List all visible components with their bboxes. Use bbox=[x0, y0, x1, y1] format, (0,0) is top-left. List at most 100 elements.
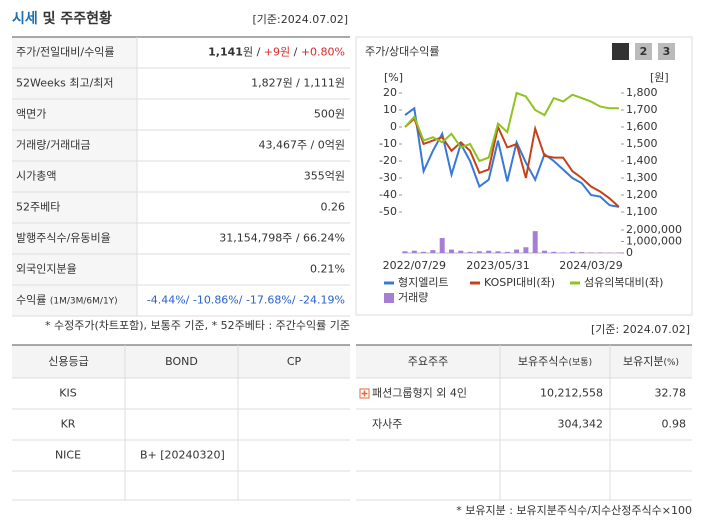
row-label-part: 액면가 bbox=[16, 108, 46, 121]
date: [기준: 2024.07.02] bbox=[591, 323, 690, 336]
row-value-part: 원 / bbox=[243, 46, 264, 59]
legend-label: 섬유의복대비(좌) bbox=[584, 276, 663, 289]
row-label: 시가총액 bbox=[16, 170, 56, 183]
volume-bar bbox=[569, 251, 575, 253]
volume-bar bbox=[467, 251, 473, 253]
expand-icon-plus bbox=[361, 390, 368, 397]
volume-bar bbox=[514, 249, 520, 253]
row-value: 355억원 bbox=[304, 170, 345, 183]
y2-tick-label: 1,100 bbox=[626, 205, 658, 218]
row-value-part: 0.26 bbox=[321, 201, 346, 214]
volume-tick-label: 0 bbox=[626, 246, 633, 259]
volume-bar bbox=[439, 238, 445, 253]
title-main: 시세 bbox=[12, 11, 38, 27]
cell: 패션그룹형지 외 4인 bbox=[372, 387, 467, 400]
date: [기준:2024.07.02] bbox=[252, 13, 348, 26]
y2-tick-label: 1,400 bbox=[626, 154, 658, 167]
volume-bar bbox=[411, 250, 417, 253]
row-label: 거래량/거래대금 bbox=[16, 139, 91, 152]
cell: KIS bbox=[59, 387, 76, 400]
row-value: 0.21% bbox=[310, 263, 345, 276]
cell: 10,212,558 bbox=[540, 387, 603, 400]
row-value: 0.26 bbox=[321, 201, 346, 214]
x-tick-label: 2022/07/29 bbox=[383, 259, 446, 272]
volume-tick-label: 1,000,000 bbox=[626, 235, 682, 248]
row-label: 외국인지분율 bbox=[16, 263, 77, 276]
column-header: CP bbox=[287, 355, 302, 368]
row-label-part: 52주베타 bbox=[16, 201, 60, 214]
volume-bar bbox=[458, 250, 464, 253]
row-value: 31,154,798주 / 66.24% bbox=[219, 232, 345, 245]
row-value-part: 43,467주 / 0억원 bbox=[258, 139, 345, 152]
row-label: 발행주식수/유동비율 bbox=[16, 232, 111, 245]
column-header: BOND bbox=[165, 355, 198, 368]
volume-bar bbox=[486, 250, 492, 253]
legend-label: KOSPI대비(좌) bbox=[484, 276, 555, 289]
chart-button-label: 3 bbox=[663, 45, 671, 58]
legend-swatch bbox=[470, 281, 480, 285]
row-value-part: +0.80% bbox=[301, 46, 345, 59]
volume-bar bbox=[449, 249, 454, 253]
y2-tick-label: 1,500 bbox=[626, 137, 658, 150]
chart-button[interactable] bbox=[612, 43, 629, 60]
y-tick-label: 10 bbox=[383, 103, 397, 116]
x-tick-label: 2024/03/29 bbox=[559, 259, 622, 272]
volume-bar bbox=[532, 231, 538, 253]
series-line bbox=[404, 91, 619, 163]
header-bg bbox=[356, 345, 692, 379]
row-value: 43,467주 / 0억원 bbox=[258, 139, 345, 152]
volume-tick-label: 2,000,000 bbox=[626, 223, 682, 236]
column-header-part: (보통) bbox=[569, 357, 593, 368]
row-value-part: -4.44%/ -10.86%/ -17.68%/ -24.19% bbox=[147, 294, 345, 307]
row-label-part: 수익률 bbox=[16, 294, 50, 307]
row-label-part: 발행주식수/유동비율 bbox=[16, 232, 111, 245]
y-tick-label: -20 bbox=[379, 154, 397, 167]
y-tick-label: -40 bbox=[379, 188, 397, 201]
volume-bar bbox=[504, 251, 510, 253]
y-tick-label: -10 bbox=[379, 137, 397, 150]
row-label: 액면가 bbox=[16, 108, 46, 121]
volume-bar bbox=[495, 251, 501, 253]
y2-tick-label: 1,600 bbox=[626, 120, 658, 133]
x-tick-label: 2023/05/31 bbox=[466, 259, 529, 272]
row-value-part: 1,141 bbox=[208, 46, 243, 59]
cell: B+ [20240320] bbox=[140, 449, 225, 462]
legend-label: 형지엘리트 bbox=[398, 276, 449, 289]
volume-bar bbox=[597, 252, 603, 253]
row-value-part: 0.21% bbox=[310, 263, 345, 276]
row-value-part: 355억원 bbox=[304, 170, 345, 183]
column-header: 보유지분(%) bbox=[623, 355, 679, 368]
volume-bar bbox=[588, 252, 594, 253]
chart-button-label: 2 bbox=[640, 45, 648, 58]
row-label-part: 주가/전일대비/수익률 bbox=[16, 45, 115, 59]
row-value-part: +9원 bbox=[264, 46, 290, 59]
cell: KR bbox=[61, 418, 76, 431]
row-label-part: (1M/3M/6M/1Y) bbox=[50, 296, 118, 306]
column-header-part: 보유주식수 bbox=[518, 355, 569, 368]
volume-bar bbox=[421, 251, 427, 253]
volume-bar bbox=[476, 251, 482, 253]
row-label-part: 거래량/거래대금 bbox=[16, 139, 91, 152]
label-col bbox=[12, 37, 137, 316]
y-tick-label: -50 bbox=[379, 205, 397, 218]
series-line bbox=[404, 106, 620, 208]
legend-swatch bbox=[384, 281, 394, 285]
note: * 수정주가(차트포함), 보통주 기준, * 52주베타 : 주간수익률 기준 bbox=[45, 319, 350, 332]
row-value: -4.44%/ -10.86%/ -17.68%/ -24.19% bbox=[147, 294, 345, 307]
row-label: 52Weeks 최고/최저 bbox=[16, 77, 114, 90]
volume-bar bbox=[402, 251, 408, 253]
row-value-part: 1,827원 / 1,111원 bbox=[251, 77, 345, 90]
row-value: 500원 bbox=[314, 108, 345, 121]
row-label: 주가/전일대비/수익률 bbox=[16, 45, 115, 59]
row-label-part: 외국인지분율 bbox=[16, 263, 77, 276]
cell: 304,342 bbox=[558, 418, 604, 431]
cell: 0.98 bbox=[662, 418, 687, 431]
series-line bbox=[404, 116, 620, 208]
row-value: 1,827원 / 1,111원 bbox=[251, 77, 345, 90]
y2-unit: [원] bbox=[650, 71, 669, 84]
chart-button[interactable] bbox=[658, 43, 675, 60]
row-label: 52주베타 bbox=[16, 201, 60, 214]
chart-button[interactable] bbox=[635, 43, 652, 60]
row-value: 1,141원 / +9원 / +0.80% bbox=[208, 46, 345, 59]
